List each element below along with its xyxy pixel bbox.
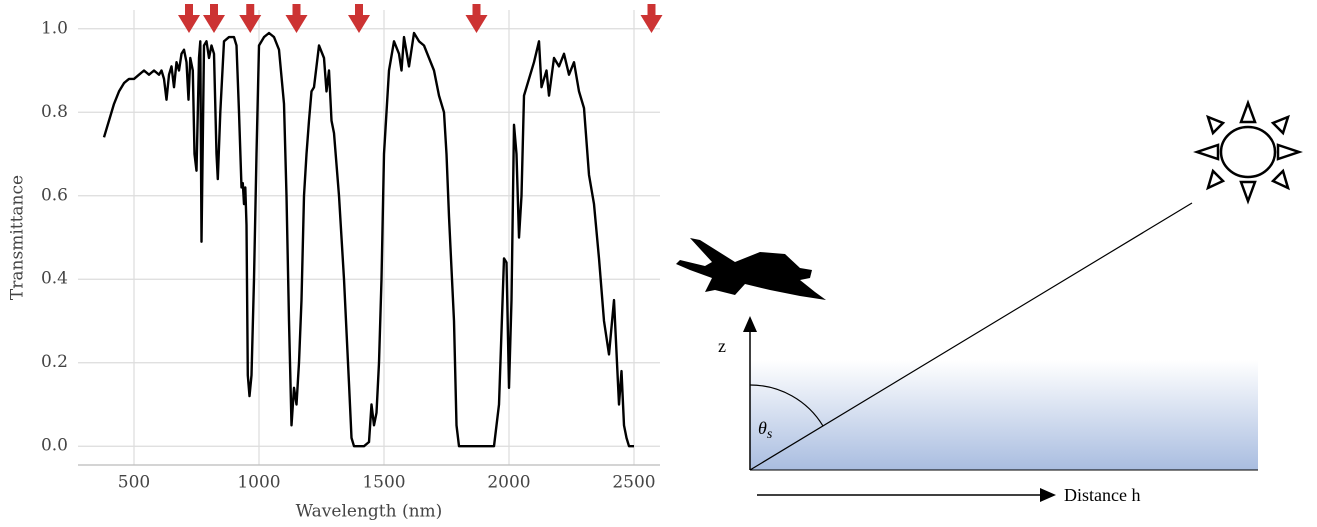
- y-tick-label: 0.0: [41, 436, 68, 456]
- y-tick-label: 1.0: [41, 18, 68, 38]
- x-tick-label: 1000: [237, 473, 280, 493]
- x-tick-label: 1500: [362, 473, 405, 493]
- x-tick-label: 2000: [487, 473, 530, 493]
- y-axis-label: Transmittance: [8, 175, 28, 300]
- y-tick-label: 0.4: [41, 269, 68, 289]
- arrow-head: [1040, 488, 1056, 502]
- airplane: [676, 238, 826, 300]
- transmittance-line: [104, 33, 634, 446]
- y-tick-label: 0.6: [41, 185, 68, 205]
- sea-surface: [750, 360, 1258, 470]
- figure: z θs Distance h 500 1000 1500 2000 2500 0.0 0.…: [0, 0, 1317, 527]
- chart: 500 1000 1500 2000 2500 0.0 0.2 0.4 0.6 0.8 1.0 Wav…: [8, 4, 663, 522]
- theta: θ: [758, 418, 767, 438]
- x-tick-label: 500: [118, 473, 150, 493]
- y-tick-label: 0.2: [41, 352, 68, 372]
- subscript: s: [767, 427, 773, 442]
- x-axis-label: Wavelength (nm): [296, 502, 443, 522]
- distance-label: Distance h: [1064, 485, 1140, 505]
- diagram: z θs Distance h: [676, 103, 1299, 505]
- z-label: z: [718, 336, 726, 356]
- x-tick-label: 2500: [612, 473, 655, 493]
- y-tick-label: 0.8: [41, 102, 68, 122]
- sun: [1197, 103, 1299, 201]
- arrow-head: [743, 316, 757, 332]
